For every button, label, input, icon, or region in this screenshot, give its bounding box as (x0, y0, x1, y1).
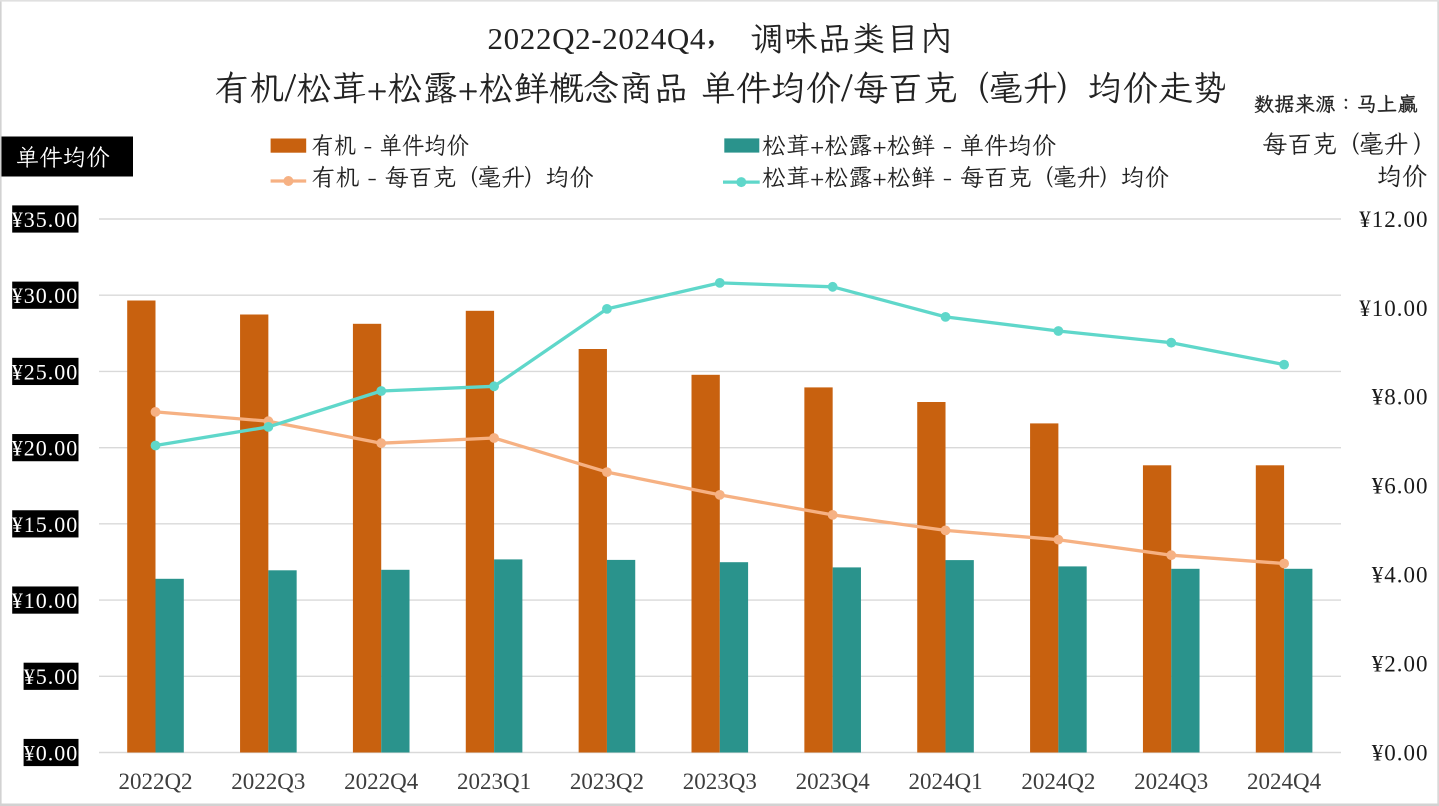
svg-text:¥15.00: ¥15.00 (12, 512, 79, 537)
svg-text:2022Q2: 2022Q2 (118, 769, 192, 794)
svg-text:2022Q4: 2022Q4 (344, 769, 419, 794)
svg-text:¥0.00: ¥0.00 (24, 740, 79, 765)
svg-text:¥0.00: ¥0.00 (1372, 740, 1429, 765)
svg-text:2023Q2: 2023Q2 (570, 769, 644, 794)
svg-text:¥30.00: ¥30.00 (12, 283, 79, 308)
svg-text:2024Q4: 2024Q4 (1247, 769, 1322, 794)
svg-text:¥10.00: ¥10.00 (1359, 296, 1428, 321)
svg-text:2022Q2-2024Q4: 2022Q2-2024Q4 (488, 21, 707, 56)
svg-text:¥5.00: ¥5.00 (24, 664, 79, 689)
svg-text:2024Q3: 2024Q3 (1134, 769, 1208, 794)
svg-text:¥6.00: ¥6.00 (1372, 474, 1429, 499)
svg-text:2024Q2: 2024Q2 (1021, 769, 1095, 794)
svg-text:¥20.00: ¥20.00 (12, 436, 79, 461)
svg-text:¥2.00: ¥2.00 (1372, 651, 1429, 676)
svg-text:¥12.00: ¥12.00 (1359, 207, 1428, 232)
svg-text:¥10.00: ¥10.00 (12, 588, 79, 613)
svg-text:2023Q3: 2023Q3 (683, 769, 757, 794)
svg-text:¥35.00: ¥35.00 (12, 207, 79, 232)
svg-text:¥25.00: ¥25.00 (12, 359, 79, 384)
svg-text:2022Q3: 2022Q3 (231, 769, 305, 794)
svg-text:2023Q4: 2023Q4 (796, 769, 871, 794)
svg-text:2024Q1: 2024Q1 (908, 769, 982, 794)
svg-text:2023Q1: 2023Q1 (457, 769, 531, 794)
svg-text:¥4.00: ¥4.00 (1372, 563, 1429, 588)
svg-text:¥8.00: ¥8.00 (1372, 385, 1429, 410)
